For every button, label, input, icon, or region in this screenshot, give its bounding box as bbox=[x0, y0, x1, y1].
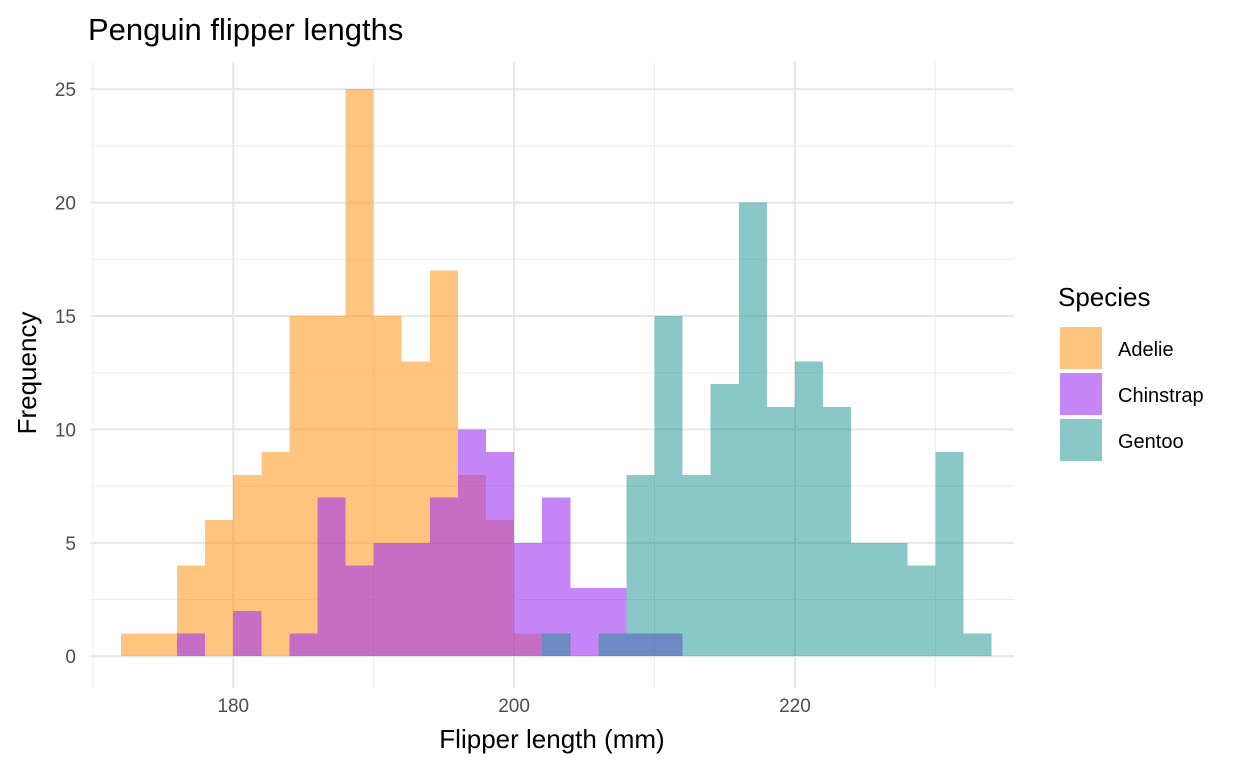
y-tick-label: 10 bbox=[55, 420, 76, 441]
legend-label: Gentoo bbox=[1118, 431, 1184, 453]
bar-chinstrap-188 bbox=[345, 565, 374, 657]
x-tick-label: 200 bbox=[498, 696, 530, 717]
bar-chinstrap-196 bbox=[457, 429, 486, 657]
bar-adelie-188 bbox=[345, 89, 374, 657]
bar-chinstrap-186 bbox=[317, 497, 346, 657]
bar-gentoo-226 bbox=[879, 542, 908, 657]
legend: Species Adelie Chinstrap Gentoo bbox=[1058, 282, 1204, 461]
series-gentoo bbox=[542, 202, 992, 657]
legend-label: Chinstrap bbox=[1118, 385, 1204, 407]
bar-chinstrap-202 bbox=[542, 497, 571, 657]
bar-chinstrap-200 bbox=[514, 542, 543, 657]
bar-gentoo-222 bbox=[823, 406, 852, 657]
bar-gentoo-224 bbox=[851, 542, 880, 657]
bar-adelie-174 bbox=[148, 633, 178, 657]
bar-gentoo-216 bbox=[738, 202, 767, 657]
bar-gentoo-232 bbox=[963, 633, 992, 657]
x-axis-title: Flipper length (mm) bbox=[439, 724, 664, 754]
x-tick-label: 180 bbox=[217, 696, 249, 717]
legend-item-adelie: Adelie bbox=[1060, 327, 1174, 369]
bar-gentoo-230 bbox=[935, 452, 964, 657]
bar-gentoo-206 bbox=[598, 633, 627, 657]
legend-swatch bbox=[1060, 419, 1102, 461]
legend-title: Species bbox=[1058, 282, 1151, 312]
bar-gentoo-212 bbox=[682, 474, 711, 657]
legend-swatch bbox=[1060, 327, 1102, 369]
bar-chinstrap-192 bbox=[401, 542, 430, 657]
bar-gentoo-220 bbox=[794, 361, 824, 657]
bar-chinstrap-194 bbox=[429, 497, 458, 657]
y-axis-title: Frequency bbox=[12, 312, 42, 435]
legend-item-chinstrap: Chinstrap bbox=[1060, 373, 1204, 415]
x-tick-label: 220 bbox=[779, 696, 811, 717]
legend-label: Adelie bbox=[1118, 339, 1174, 361]
series-chinstrap bbox=[177, 429, 683, 657]
bar-adelie-182 bbox=[261, 452, 290, 657]
chart-title: Penguin flipper lengths bbox=[88, 12, 403, 47]
bar-gentoo-210 bbox=[654, 316, 683, 657]
y-tick-label: 5 bbox=[65, 534, 76, 555]
bars bbox=[120, 89, 992, 657]
bar-chinstrap-180 bbox=[233, 610, 262, 657]
bar-adelie-172 bbox=[120, 633, 149, 657]
bar-adelie-178 bbox=[205, 520, 234, 657]
bar-chinstrap-198 bbox=[486, 452, 515, 657]
legend-item-gentoo: Gentoo bbox=[1060, 419, 1184, 461]
bar-chinstrap-176 bbox=[177, 633, 206, 657]
x-axis-ticks: 180 200 220 bbox=[217, 696, 810, 717]
bar-chinstrap-184 bbox=[289, 633, 318, 657]
y-tick-label: 20 bbox=[55, 194, 76, 215]
bar-gentoo-228 bbox=[907, 565, 936, 657]
legend-swatch bbox=[1060, 373, 1102, 415]
y-tick-label: 15 bbox=[55, 307, 76, 328]
bar-chinstrap-204 bbox=[570, 588, 599, 657]
bar-gentoo-214 bbox=[710, 384, 739, 657]
bar-chinstrap-190 bbox=[373, 542, 402, 657]
y-tick-label: 0 bbox=[65, 647, 76, 668]
bar-gentoo-218 bbox=[766, 406, 795, 657]
bar-adelie-184 bbox=[289, 316, 318, 657]
bar-gentoo-202 bbox=[542, 633, 571, 657]
bar-gentoo-208 bbox=[626, 474, 655, 657]
y-tick-label: 25 bbox=[55, 80, 76, 101]
series-adelie bbox=[120, 89, 543, 657]
y-axis-ticks: 0 5 10 15 20 25 bbox=[55, 80, 76, 668]
